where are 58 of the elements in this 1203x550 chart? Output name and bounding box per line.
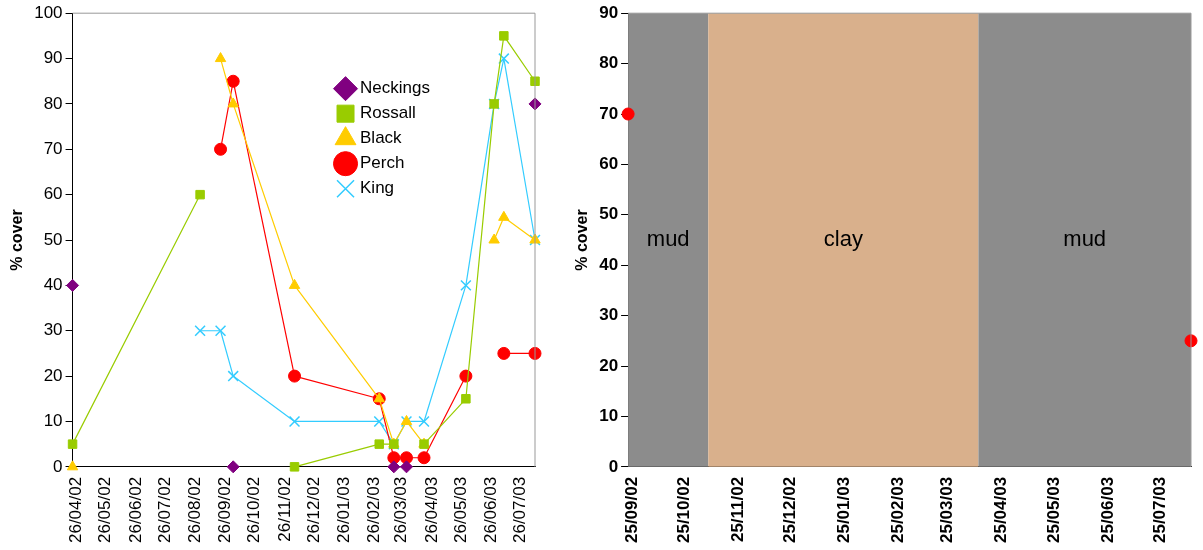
y-tick-label: 90 xyxy=(43,48,63,68)
x-tick-label: 25/04/03 xyxy=(991,476,1011,544)
x-tick-label: 26/05/03 xyxy=(450,476,470,544)
x-tick-label: 25/07/03 xyxy=(1149,476,1169,544)
x-tick-label: 26/04/03 xyxy=(421,476,441,544)
y-tick-label: 20 xyxy=(599,355,619,375)
y-tick-label: 60 xyxy=(43,184,63,204)
y-tick-label: 30 xyxy=(43,320,63,340)
legend-label: Rossall xyxy=(360,103,416,123)
x-tick-label: 25/10/02 xyxy=(674,476,694,544)
legend-label: Perch xyxy=(360,153,405,173)
x-tick-label: 25/06/03 xyxy=(1097,476,1117,544)
x-tick-label: 26/01/03 xyxy=(333,476,353,544)
legend-label: Black xyxy=(360,128,403,148)
x-tick-label: 25/03/03 xyxy=(937,476,957,544)
y-tick-label: 70 xyxy=(599,103,619,123)
x-tick-label: 26/05/02 xyxy=(95,476,115,544)
x-tick-label: 25/11/02 xyxy=(728,476,748,543)
y-tick-label: 80 xyxy=(599,53,619,73)
x-tick-label: 26/11/02 xyxy=(274,476,294,542)
y-tick-label: 40 xyxy=(599,254,619,274)
band-label: clay xyxy=(823,226,863,252)
x-tick-label: 26/02/03 xyxy=(364,476,384,544)
band-label: mud xyxy=(646,226,690,252)
y-axis-title: % cover xyxy=(8,209,26,271)
x-tick-label: 25/12/02 xyxy=(780,476,800,544)
y-tick-label: 90 xyxy=(599,2,619,22)
x-tick-label: 26/07/03 xyxy=(510,476,530,544)
y-tick-label: 70 xyxy=(43,138,63,158)
y-axis-title: % cover xyxy=(573,209,591,271)
x-tick-label: 26/04/02 xyxy=(66,476,86,544)
x-tick-label: 25/05/03 xyxy=(1043,476,1063,544)
y-tick-label: 50 xyxy=(599,204,619,224)
x-tick-label: 25/01/03 xyxy=(834,476,854,544)
x-tick-label: 26/06/03 xyxy=(480,476,500,544)
y-tick-label: 40 xyxy=(43,275,63,295)
y-tick-label: 20 xyxy=(43,365,63,385)
y-tick-label: 60 xyxy=(599,154,619,174)
x-tick-label: 25/09/02 xyxy=(621,476,641,544)
y-tick-label: 10 xyxy=(599,406,619,426)
y-tick-label: 50 xyxy=(43,229,63,249)
band-label: mud xyxy=(1063,226,1107,252)
y-tick-label: 0 xyxy=(608,456,619,476)
y-tick-label: 30 xyxy=(599,305,619,325)
x-tick-label: 26/12/02 xyxy=(303,476,323,544)
y-tick-label: 100 xyxy=(34,2,63,22)
x-tick-label: 26/03/03 xyxy=(391,476,411,544)
x-tick-label: 26/07/02 xyxy=(154,476,174,544)
legend-label: King xyxy=(360,178,395,198)
y-tick-label: 10 xyxy=(43,411,63,431)
x-tick-label: 25/02/03 xyxy=(888,476,908,544)
legend-label: Neckings xyxy=(360,78,430,98)
x-tick-label: 26/09/02 xyxy=(215,476,235,544)
x-tick-label: 26/06/02 xyxy=(125,476,145,544)
x-tick-label: 26/10/02 xyxy=(244,476,264,544)
y-tick-label: 0 xyxy=(53,456,63,476)
x-tick-label: 26/08/02 xyxy=(185,476,205,544)
y-tick-label: 80 xyxy=(43,93,63,113)
